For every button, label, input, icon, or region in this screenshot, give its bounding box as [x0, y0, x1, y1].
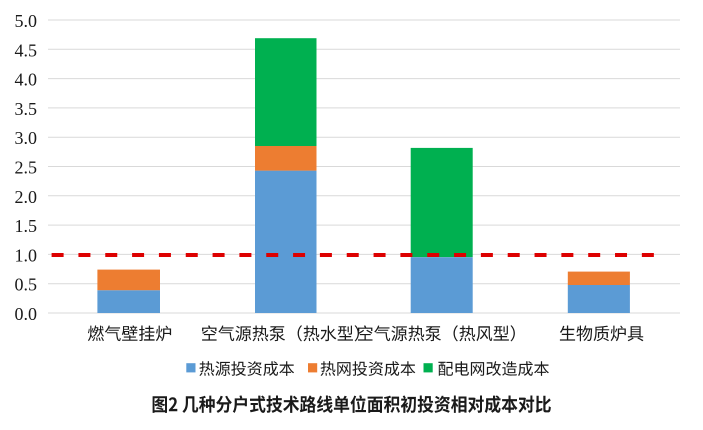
svg-text:0.5: 0.5: [15, 275, 38, 295]
svg-text:0.0: 0.0: [15, 304, 38, 324]
svg-text:5.0: 5.0: [15, 11, 38, 31]
svg-text:1.0: 1.0: [15, 245, 38, 265]
svg-text:1.5: 1.5: [15, 216, 38, 236]
svg-text:4.0: 4.0: [15, 70, 38, 90]
svg-text:4.5: 4.5: [15, 40, 38, 60]
svg-text:3.0: 3.0: [15, 128, 38, 148]
svg-text:2.0: 2.0: [15, 187, 38, 207]
svg-text:2.5: 2.5: [15, 158, 38, 178]
svg-text:3.5: 3.5: [15, 99, 38, 119]
